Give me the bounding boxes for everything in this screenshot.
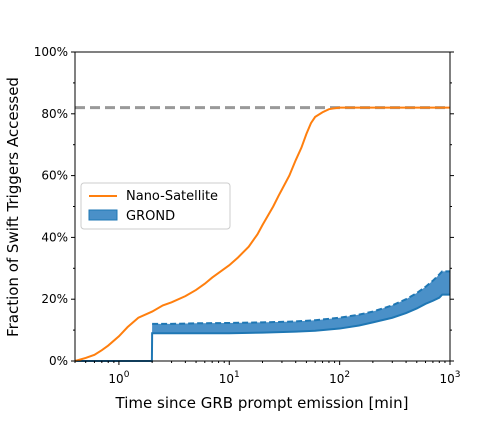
y-tick-label: 40%	[41, 230, 68, 244]
legend: Nano-Satellite GROND	[80, 182, 231, 230]
x-tick-label: 101	[219, 370, 240, 386]
x-axis-label: Time since GRB prompt emission [min]	[115, 394, 409, 412]
grond-band	[75, 271, 450, 361]
nano-satellite-line	[74, 106, 450, 362]
x-tick-label: 100	[108, 370, 129, 386]
x-tick-label: 103	[439, 370, 460, 386]
y-tick-label: 0%	[49, 354, 68, 368]
legend-label-grond: GROND	[126, 209, 175, 224]
y-tick-label: 20%	[41, 292, 68, 306]
legend-frame	[80, 182, 231, 230]
legend-label-nano-satellite: Nano-Satellite	[126, 189, 218, 204]
y-tick-label: 100%	[34, 45, 68, 59]
axes: 0% 20% 40% 60% 80% 100% 100 101 102 103	[34, 45, 461, 386]
x-tick-label: 102	[329, 370, 350, 386]
legend-swatch-grond	[88, 209, 118, 221]
plot-area	[74, 106, 450, 362]
y-tick-label: 60%	[41, 169, 68, 183]
grond-lower-line	[75, 293, 450, 362]
y-tick-label: 80%	[41, 107, 68, 121]
grond-upper-line	[152, 270, 450, 325]
y-axis-label: Fraction of Swift Triggers Accessed	[4, 77, 22, 337]
